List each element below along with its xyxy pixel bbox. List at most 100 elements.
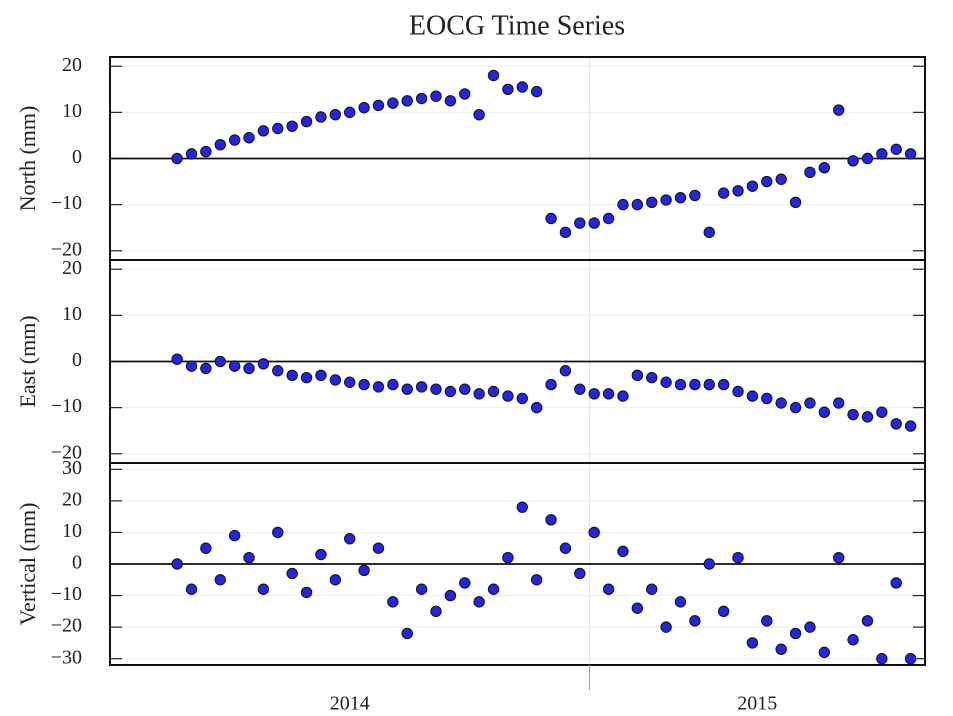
data-point xyxy=(530,401,543,414)
data-point xyxy=(818,162,831,174)
data-point xyxy=(315,548,327,561)
y-tick-label: 20 xyxy=(62,54,82,76)
data-point xyxy=(358,102,370,114)
y-tick-label: −10 xyxy=(51,395,82,417)
data-point xyxy=(214,355,226,368)
data-point xyxy=(833,104,845,116)
data-point xyxy=(804,397,816,409)
data-point xyxy=(761,175,773,188)
data-point xyxy=(300,115,313,128)
data-point xyxy=(890,577,902,589)
data-point xyxy=(660,621,672,633)
data-point xyxy=(761,615,773,627)
data-point xyxy=(243,551,255,564)
data-point xyxy=(847,155,859,167)
data-point xyxy=(804,621,816,633)
data-point xyxy=(660,376,672,388)
data-point xyxy=(876,148,888,160)
data-point xyxy=(272,365,284,377)
data-point xyxy=(559,542,572,554)
data-point xyxy=(703,226,715,239)
data-point xyxy=(502,390,514,402)
data-point xyxy=(732,185,744,197)
data-point xyxy=(185,148,198,160)
data-point xyxy=(415,92,428,105)
data-point xyxy=(746,390,759,402)
data-point xyxy=(459,577,471,589)
data-point xyxy=(401,627,413,640)
data-point xyxy=(315,369,327,382)
y-tick-label: 10 xyxy=(62,303,82,325)
y-tick-label: 30 xyxy=(62,457,82,479)
data-point xyxy=(789,627,802,640)
data-point xyxy=(200,542,212,554)
y-tick-label: −20 xyxy=(51,238,82,260)
data-point xyxy=(904,420,917,432)
data-point xyxy=(286,567,298,580)
data-point xyxy=(502,83,514,95)
data-point xyxy=(746,637,759,649)
data-point xyxy=(214,138,226,151)
data-point xyxy=(588,526,600,539)
data-point xyxy=(761,392,773,405)
data-point xyxy=(473,388,485,400)
data-point xyxy=(329,108,342,121)
data-point xyxy=(459,88,471,100)
data-point xyxy=(344,106,356,119)
data-point xyxy=(214,574,226,586)
data-point xyxy=(516,81,528,93)
data-point xyxy=(732,551,744,564)
data-point xyxy=(185,583,198,595)
data-point xyxy=(559,226,572,239)
data-point xyxy=(286,120,298,132)
data-point xyxy=(473,596,485,608)
data-point xyxy=(430,90,442,102)
data-point xyxy=(487,583,500,595)
data-point xyxy=(272,526,284,539)
data-point xyxy=(228,134,241,146)
data-point xyxy=(257,583,270,595)
data-point xyxy=(415,381,428,393)
data-point xyxy=(890,143,902,155)
data-point xyxy=(415,583,428,595)
data-point xyxy=(717,605,730,618)
data-point xyxy=(703,558,715,570)
data-point xyxy=(243,362,255,375)
data-point xyxy=(387,97,399,109)
data-point xyxy=(228,529,241,542)
y-tick-label: 0 xyxy=(72,552,82,574)
data-point xyxy=(430,605,442,618)
data-point xyxy=(602,212,615,225)
data-point xyxy=(387,596,399,608)
data-point xyxy=(530,85,543,98)
data-point xyxy=(717,378,730,391)
data-point xyxy=(171,353,183,365)
data-point xyxy=(775,173,787,185)
data-point xyxy=(833,551,845,564)
data-point xyxy=(502,551,514,564)
data-point xyxy=(631,198,644,211)
data-point xyxy=(329,574,342,586)
data-point xyxy=(631,369,644,382)
data-point xyxy=(487,385,500,398)
data-point xyxy=(617,390,629,402)
data-point xyxy=(861,411,874,423)
data-point xyxy=(257,358,270,370)
data-point xyxy=(329,374,342,386)
data-point xyxy=(473,108,485,121)
data-point xyxy=(545,212,557,225)
data-point xyxy=(344,376,356,388)
data-point xyxy=(487,69,500,82)
data-point xyxy=(703,378,715,391)
data-point xyxy=(358,378,370,391)
data-point xyxy=(904,652,917,665)
data-point xyxy=(746,180,759,192)
data-point xyxy=(430,383,442,395)
chart-title: EOCG Time Series xyxy=(409,10,625,41)
data-point xyxy=(545,378,557,391)
data-point xyxy=(689,615,701,627)
data-point xyxy=(401,383,413,395)
data-point xyxy=(833,397,845,409)
data-point xyxy=(775,397,787,409)
